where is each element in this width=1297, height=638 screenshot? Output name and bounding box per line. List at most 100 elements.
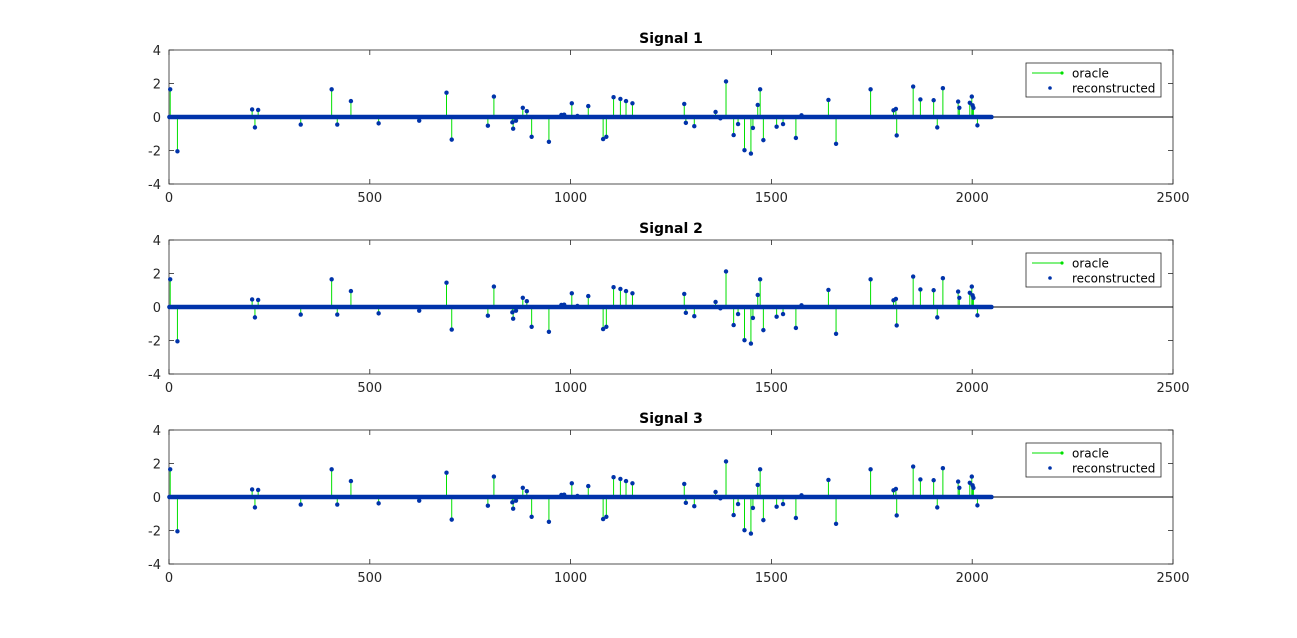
reconstructed-point <box>611 475 616 480</box>
reconstructed-point <box>575 113 580 119</box>
reconstructed-point <box>611 95 616 100</box>
reconstructed-point <box>252 505 258 510</box>
reconstructed-point <box>918 287 923 292</box>
reconstructed-point <box>757 277 763 282</box>
reconstructed-point <box>723 459 729 464</box>
reconstructed-point <box>376 121 381 126</box>
reconstructed-point <box>416 118 422 123</box>
reconstructed-point <box>376 311 381 316</box>
reconstructed-point <box>298 502 303 507</box>
y-tick-label: -2 <box>148 525 161 540</box>
reconstructed-point <box>529 514 534 519</box>
reconstructed-point <box>793 325 799 331</box>
y-tick-label: -4 <box>148 178 161 193</box>
reconstructed-point <box>510 500 515 505</box>
reconstructed-point <box>520 295 526 300</box>
legend-reconstructed-label: reconstructed <box>1072 462 1155 476</box>
reconstructed-point <box>618 96 623 102</box>
legend-oracle-label: oracle <box>1072 257 1109 271</box>
reconstructed-point <box>975 123 980 128</box>
reconstructed-point <box>335 502 340 507</box>
reconstructed-point <box>755 102 760 108</box>
reconstructed-point <box>750 125 756 131</box>
reconstructed-point <box>969 284 974 289</box>
reconstructed-point <box>348 98 354 104</box>
reconstructed-point <box>329 467 334 472</box>
reconstructed-point <box>750 505 756 511</box>
reconstructed-point <box>683 120 689 126</box>
chart-title: Signal 3 <box>639 411 703 427</box>
reconstructed-point <box>893 106 899 112</box>
legend-box <box>1025 442 1162 478</box>
legend-oracle-label: oracle <box>1072 447 1109 461</box>
reconstructed-point <box>894 133 899 138</box>
reconstructed-point <box>600 326 606 332</box>
reconstructed-point <box>967 100 972 105</box>
reconstructed-point <box>967 480 972 485</box>
reconstructed-point <box>735 121 741 127</box>
legend-box <box>1025 252 1162 288</box>
reconstructed-point <box>957 295 962 300</box>
x-tick-label: 0 <box>165 381 173 396</box>
reconstructed-point <box>692 124 697 129</box>
reconstructed-point <box>971 105 976 110</box>
reconstructed-point <box>799 493 804 498</box>
y-tick-label: -4 <box>148 558 161 573</box>
y-tick-label: 2 <box>153 78 161 93</box>
reconstructed-point <box>718 306 723 311</box>
y-tick-label: 0 <box>153 301 161 316</box>
reconstructed-point <box>444 90 449 95</box>
reconstructed-point <box>682 481 687 487</box>
reconstructed-point <box>524 298 530 304</box>
reconstructed-point <box>969 94 974 99</box>
reconstructed-point <box>604 324 609 329</box>
reconstructed-point <box>513 118 519 123</box>
reconstructed-point <box>723 79 729 84</box>
reconstructed-point <box>249 487 255 492</box>
reconstructed-point <box>935 125 940 130</box>
x-tick-label: 1500 <box>755 381 788 396</box>
reconstructed-point <box>833 331 839 336</box>
reconstructed-point <box>623 98 629 104</box>
reconstructed-point <box>940 85 946 91</box>
y-tick-label: 0 <box>153 111 161 126</box>
y-tick-label: -2 <box>148 145 161 160</box>
x-tick-label: 2000 <box>956 381 989 396</box>
reconstructed-point <box>718 496 723 501</box>
reconstructed-point <box>931 288 936 293</box>
reconstructed-point <box>793 135 799 141</box>
reconstructed-point <box>868 87 873 92</box>
reconstructed-point <box>955 99 961 104</box>
reconstructed-point <box>546 139 552 144</box>
y-tick-label: 2 <box>153 268 161 283</box>
reconstructed-point <box>975 503 980 508</box>
reconstructed-point <box>748 531 754 536</box>
reconstructed-point <box>600 136 606 142</box>
reconstructed-point <box>692 314 697 319</box>
reconstructed-point <box>175 149 180 154</box>
chart-panel-2: Signal 2 0 500 1000 1500 2000 2500 -4 -2 0 2 4 oracl… <box>148 221 1190 396</box>
reconstructed-point <box>586 293 591 299</box>
reconstructed-point <box>298 312 303 317</box>
reconstructed-point <box>168 277 173 282</box>
reconstructed-point <box>967 290 972 295</box>
reconstructed-point <box>935 505 940 510</box>
reconstructed-point <box>868 467 873 472</box>
reconstructed-point <box>757 87 763 92</box>
y-tick-label: -4 <box>148 368 161 383</box>
reconstructed-point <box>630 481 635 486</box>
reconstructed-point <box>894 323 899 328</box>
reconstructed-point <box>569 481 575 486</box>
reconstructed-point <box>826 97 831 103</box>
reconstructed-point <box>529 324 534 329</box>
reconstructed-point <box>416 498 422 503</box>
reconstructed-point <box>833 521 839 526</box>
reconstructed-point <box>955 479 961 484</box>
reconstructed-point <box>957 105 962 110</box>
reconstructed-point <box>713 109 718 115</box>
reconstructed-point <box>940 275 946 281</box>
x-tick-label: 2500 <box>1156 381 1189 396</box>
